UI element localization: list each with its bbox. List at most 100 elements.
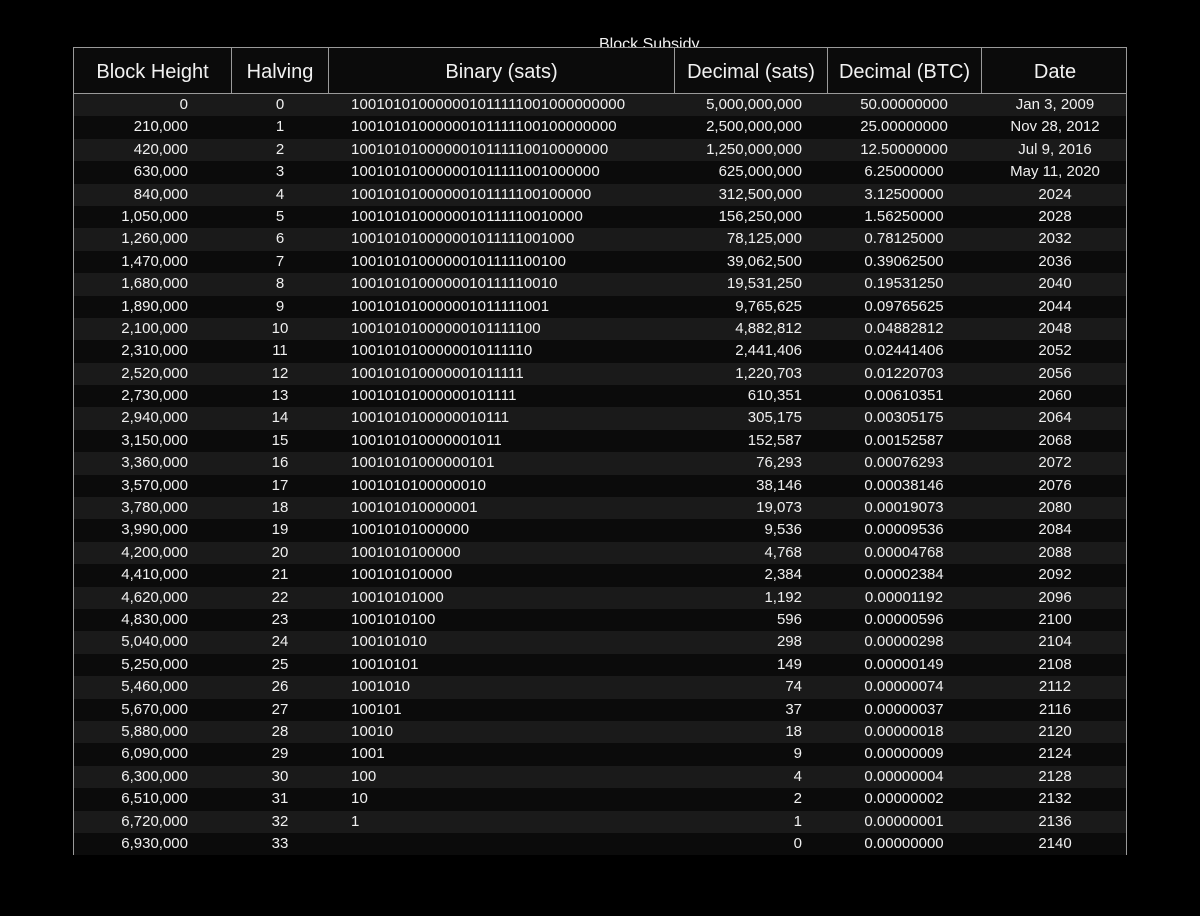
cell-block-height: 6,510,000 — [121, 790, 188, 808]
table-row: 6,720,000 32 1 1 0.00000001 2136 — [74, 810, 1126, 833]
cell-date: Jan 3, 2009 — [1015, 96, 1095, 113]
cell-block-height: 840,000 — [133, 185, 188, 203]
cell-block-height: 4,200,000 — [121, 543, 188, 561]
table-row: 3,990,000 19 10010101000000 9,536 0.00009536… — [74, 519, 1126, 542]
cell-block-height: 2,100,000 — [121, 319, 188, 337]
cell-decimal-sats: 2,384 — [764, 566, 802, 584]
cell-decimal-sats: 0 — [793, 834, 802, 852]
table-row: 1,470,000 7 10010101000000101111100100 39,0… — [74, 250, 1126, 274]
cell-block-height: 5,250,000 — [121, 655, 188, 673]
cell-decimal-sats: 78,125,000 — [726, 230, 802, 248]
table-row: 2,940,000 14 1001010100000010111 305,175 0.0… — [74, 407, 1126, 430]
cell-halving: 10 — [271, 319, 289, 337]
cell-decimal-sats: 76,293 — [756, 454, 802, 472]
cell-date: 2120 — [1038, 722, 1072, 740]
cell-decimal-sats: 312,500,000 — [718, 185, 802, 203]
header-decimal-btc: Decimal (BTC) — [838, 61, 971, 83]
cell-block-height: 6,720,000 — [121, 812, 188, 830]
cell-decimal-sats: 298 — [776, 633, 802, 651]
cell-decimal-btc: 0.00000000 — [864, 834, 944, 852]
cell-decimal-sats: 19,531,250 — [726, 275, 802, 293]
header-binary-sats: Binary (sats) — [445, 61, 558, 83]
cell-block-height: 3,780,000 — [121, 499, 188, 517]
cell-block-height: 1,470,000 — [121, 252, 188, 270]
cell-binary-sats: 100101010000001011111 — [351, 364, 524, 382]
cell-block-height: 2,310,000 — [121, 342, 188, 360]
cell-decimal-btc: 0.00004768 — [864, 543, 944, 561]
cell-decimal-sats: 9 — [793, 745, 802, 763]
cell-decimal-sats: 5,000,000,000 — [706, 96, 802, 113]
header-block-height: Block Height — [96, 61, 209, 83]
cell-halving: 16 — [271, 454, 289, 472]
table-row: 630,000 3 100101010000001011111001000000 62… — [74, 161, 1126, 184]
cell-decimal-btc: 0.00000018 — [864, 722, 944, 740]
cell-decimal-sats: 1,192 — [764, 588, 802, 606]
table-row: 1,050,000 5 1001010100000010111110010000 15… — [74, 205, 1126, 229]
cell-binary-sats: 1001010100000 — [351, 543, 461, 561]
cell-decimal-sats: 38,146 — [756, 476, 802, 494]
cell-binary-sats: 1001010100000010111110010000 — [351, 207, 583, 225]
cell-block-height: 1,890,000 — [121, 297, 188, 315]
table-row: 210,000 1 10010101000000101111100100000000… — [74, 116, 1126, 139]
cell-block-height: 4,620,000 — [121, 588, 188, 606]
cell-block-height: 5,880,000 — [121, 722, 188, 740]
cell-block-height: 5,670,000 — [121, 700, 188, 718]
cell-block-height: 2,520,000 — [121, 364, 188, 382]
cell-halving: 3 — [275, 163, 285, 181]
cell-date: May 11, 2020 — [1010, 163, 1100, 181]
table-row: 2,100,000 10 10010101000000101111100 4,882,… — [74, 317, 1126, 341]
cell-block-height: 2,940,000 — [121, 409, 188, 427]
cell-date: 2132 — [1038, 790, 1072, 808]
cell-decimal-btc: 0.02441406 — [864, 342, 944, 360]
table-row: 3,150,000 15 100101010000001011 152,587 0.00… — [74, 429, 1126, 453]
cell-decimal-sats: 1,220,703 — [735, 364, 802, 382]
cell-decimal-sats: 9,536 — [764, 521, 802, 539]
cell-decimal-sats: 152,587 — [747, 431, 802, 449]
cell-halving: 22 — [271, 588, 289, 606]
cell-decimal-btc: 0.00000001 — [864, 812, 944, 830]
table-row: 5,460,000 26 1001010 74 0.00000074 2112 — [74, 676, 1126, 699]
cell-date: 2080 — [1038, 499, 1072, 517]
cell-binary-sats: 10010101000000101111100100 — [351, 252, 567, 270]
cell-date: 2124 — [1038, 745, 1072, 763]
cell-binary-sats: 10010101000000101 — [351, 454, 495, 472]
cell-decimal-btc: 0.00002384 — [864, 566, 944, 584]
cell-date: 2136 — [1038, 812, 1072, 830]
cell-halving: 30 — [271, 767, 289, 785]
table-row: 2,730,000 13 10010101000000101111 610,351 0.… — [74, 385, 1126, 408]
cell-decimal-btc: 0.00009536 — [864, 521, 944, 539]
cell-halving: 29 — [271, 745, 289, 763]
block-subsidy-table: Block Height Halving Binary (sats) Decim… — [73, 47, 1127, 856]
cell-halving: 12 — [271, 364, 289, 382]
cell-decimal-sats: 149 — [776, 655, 802, 673]
cell-halving: 15 — [271, 431, 289, 449]
cell-block-height: 2,730,000 — [121, 387, 188, 405]
cell-binary-sats: 10 — [351, 790, 368, 808]
cell-date: Jul 9, 2016 — [1018, 140, 1092, 158]
table-row: 4,830,000 23 1001010100 596 0.00000596 2100 — [74, 608, 1126, 632]
cell-halving: 21 — [271, 566, 289, 584]
cell-date: 2108 — [1038, 655, 1072, 673]
cell-decimal-sats: 4,768 — [764, 543, 802, 561]
cell-block-height: 6,300,000 — [121, 767, 188, 785]
cell-decimal-sats: 39,062,500 — [726, 252, 802, 270]
cell-date: 2092 — [1038, 566, 1072, 584]
cell-halving: 27 — [271, 700, 289, 718]
cell-halving: 13 — [271, 387, 289, 405]
cell-block-height: 1,680,000 — [121, 275, 188, 293]
header-decimal-sats: Decimal (sats) — [687, 61, 815, 83]
table-row: 6,510,000 31 10 2 0.00000002 2132 — [74, 788, 1126, 811]
cell-date: 2032 — [1038, 230, 1072, 248]
table-row: 6,930,000 33 0 0.00000000 2140 — [74, 832, 1126, 856]
cell-decimal-sats: 610,351 — [747, 387, 802, 405]
cell-decimal-btc: 25.00000000 — [860, 118, 948, 136]
cell-decimal-btc: 0.00000149 — [864, 655, 944, 673]
cell-date: Nov 28, 2012 — [1010, 118, 1100, 136]
cell-decimal-sats: 625,000,000 — [718, 163, 802, 181]
table-row: 0 0 100101010000001011111001000000000 5,000… — [74, 94, 1126, 117]
cell-halving: 8 — [275, 275, 285, 293]
cell-decimal-btc: 0.39062500 — [864, 252, 944, 270]
table-row: 4,200,000 20 1001010100000 4,768 0.00004768 2… — [74, 541, 1126, 565]
cell-binary-sats: 1001010100000010111 — [351, 409, 510, 427]
header-date: Date — [1033, 61, 1077, 83]
